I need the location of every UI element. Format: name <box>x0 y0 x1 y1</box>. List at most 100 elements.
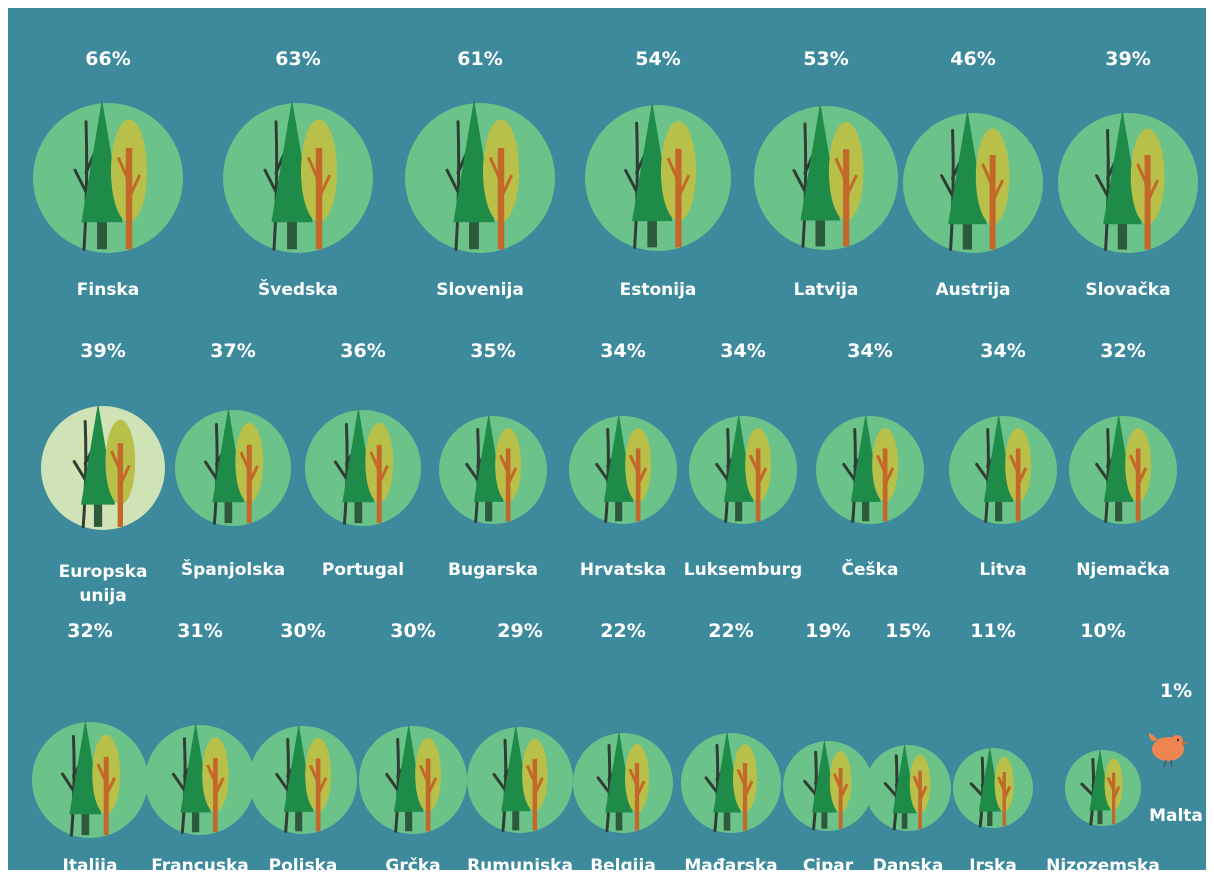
deciduous-tree-icon <box>829 750 852 829</box>
country-label: Italija <box>62 856 118 870</box>
conifer-tree-icon <box>81 99 123 250</box>
conifer-tree-icon <box>393 723 424 832</box>
deciduous-tree-icon <box>733 744 757 831</box>
forest-illustration <box>175 407 291 526</box>
forest-illustration <box>33 99 183 253</box>
forest-illustration <box>816 413 924 524</box>
conifer-tree-icon <box>501 724 531 831</box>
conifer-tree-icon <box>212 407 245 524</box>
deciduous-tree-icon <box>1104 758 1123 825</box>
conifer-tree-icon <box>850 413 881 522</box>
deciduous-tree-icon <box>522 738 548 831</box>
conifer-tree-icon <box>978 746 1001 826</box>
forest-illustration <box>305 407 421 526</box>
conifer-tree-icon <box>1089 748 1111 825</box>
forest-illustration <box>405 99 555 253</box>
country-label: Švedska <box>258 280 338 300</box>
country-label: Španjolska <box>180 560 286 580</box>
deciduous-tree-icon <box>828 121 864 247</box>
deciduous-tree-icon <box>909 754 931 829</box>
forest-illustration <box>681 730 781 833</box>
conifer-tree-icon <box>271 99 313 250</box>
country-label: Latvija <box>793 280 859 300</box>
conifer-tree-icon <box>69 719 102 836</box>
country-label: Austrija <box>935 280 1011 300</box>
forest-illustration <box>569 413 677 524</box>
percentage-label: 11% <box>970 620 1016 642</box>
forest-illustration <box>467 724 573 833</box>
conifer-tree-icon <box>632 101 673 248</box>
percentage-label: 22% <box>708 620 754 642</box>
forest-illustration <box>32 719 148 838</box>
forest-illustration <box>903 109 1043 253</box>
percentage-label: 31% <box>177 620 223 642</box>
deciduous-tree-icon <box>625 744 649 831</box>
conifer-tree-icon <box>283 723 314 832</box>
percentage-label: 46% <box>950 48 996 70</box>
percentage-label: 39% <box>80 340 126 362</box>
conifer-tree-icon <box>605 730 633 831</box>
country-label: Danska <box>872 856 944 870</box>
forest-illustration <box>41 402 165 530</box>
percentage-label: 34% <box>600 340 646 362</box>
deciduous-tree-icon <box>872 427 899 522</box>
country-label: Portugal <box>321 560 405 580</box>
conifer-tree-icon <box>453 99 495 250</box>
country-label: Češka <box>841 560 899 580</box>
conifer-tree-icon <box>473 413 504 522</box>
forest-illustration <box>223 99 373 253</box>
country-label: Njemačka <box>1076 560 1170 580</box>
deciduous-tree-icon <box>745 427 772 522</box>
country-label: Estonija <box>619 280 697 300</box>
country-label: Rumunjska <box>467 856 573 870</box>
deciduous-tree-icon <box>105 419 136 527</box>
percentage-label: 34% <box>847 340 893 362</box>
deciduous-tree-icon <box>305 737 332 832</box>
forest-illustration <box>865 742 951 831</box>
country-label: Mađarska <box>684 856 778 870</box>
conifer-tree-icon <box>812 738 837 829</box>
country-label: Nizozemska <box>1046 856 1160 870</box>
percentage-label: 10% <box>1080 620 1126 642</box>
deciduous-tree-icon <box>111 119 147 250</box>
forest-illustration <box>1069 413 1177 524</box>
forest-illustration <box>783 738 873 831</box>
deciduous-tree-icon <box>495 427 522 522</box>
country-label: Belgija <box>590 856 656 870</box>
country-label: Bugarska <box>448 560 538 580</box>
forest-illustration <box>949 413 1057 524</box>
percentage-label: 29% <box>497 620 543 642</box>
conifer-tree-icon <box>713 730 741 831</box>
country-label: Slovačka <box>1085 280 1171 300</box>
conifer-tree-icon <box>80 402 116 527</box>
percentage-label: 34% <box>720 340 766 362</box>
country-label: Luksemburg <box>683 560 803 580</box>
percentage-label: 54% <box>635 48 681 70</box>
bird-icon <box>1148 733 1188 768</box>
country-label: Hrvatska <box>579 560 667 580</box>
deciduous-tree-icon <box>301 119 337 250</box>
deciduous-tree-icon <box>202 737 229 833</box>
percentage-label: 32% <box>67 620 113 642</box>
percentage-label: 32% <box>1100 340 1146 362</box>
forest-illustration <box>145 722 255 835</box>
percentage-label: 37% <box>210 340 256 362</box>
conifer-tree-icon <box>892 742 917 829</box>
forest-illustration <box>1065 748 1141 826</box>
conifer-tree-icon <box>800 102 841 247</box>
conifer-tree-icon <box>948 109 987 250</box>
forest-illustration <box>689 413 797 524</box>
country-label: Malta <box>1149 806 1203 826</box>
deciduous-tree-icon <box>660 121 696 248</box>
forest-illustration <box>754 102 898 250</box>
forest-illustration <box>1058 109 1198 253</box>
forest-illustration <box>439 413 547 524</box>
conifer-tree-icon <box>723 413 754 522</box>
forest-illustration <box>585 101 731 251</box>
country-label: Poljska <box>268 856 338 870</box>
percentage-label: 36% <box>340 340 386 362</box>
percentage-label: 1% <box>1159 680 1193 702</box>
percentage-label: 61% <box>457 48 503 70</box>
conifer-tree-icon <box>342 407 375 524</box>
chart-area: 66% Finska 63% Švedska 61% Slovenija 54% Estoni… <box>8 8 1206 870</box>
